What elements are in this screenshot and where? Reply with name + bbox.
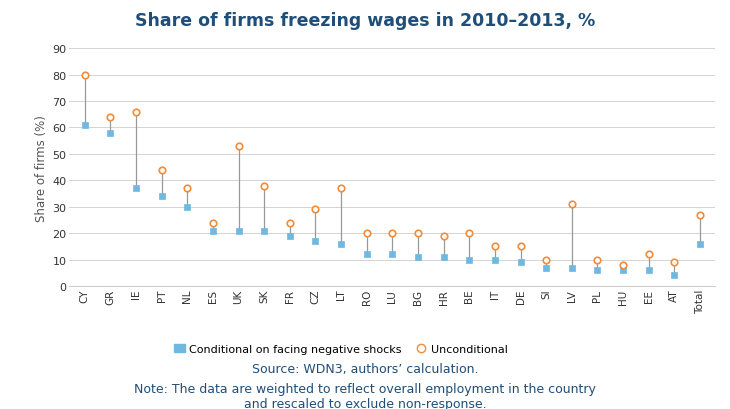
Point [566, 201, 577, 208]
Point [284, 220, 296, 226]
Point [284, 233, 296, 240]
Point [669, 259, 680, 266]
Point [258, 228, 270, 234]
Point [130, 109, 142, 116]
Point [335, 241, 347, 247]
Point [669, 272, 680, 279]
Point [566, 265, 577, 271]
Point [618, 262, 629, 268]
Text: Note: The data are weighted to reflect overall employment in the country
and res: Note: The data are weighted to reflect o… [134, 382, 596, 409]
Point [387, 252, 399, 258]
Point [335, 186, 347, 192]
Point [438, 233, 450, 240]
Point [207, 228, 219, 234]
Text: Source: WDN3, authors’ calculation.: Source: WDN3, authors’ calculation. [252, 362, 478, 375]
Text: Share of firms freezing wages in 2010–2013, %: Share of firms freezing wages in 2010–20… [135, 12, 595, 30]
Point [515, 259, 526, 266]
Point [79, 72, 91, 79]
Point [182, 186, 193, 192]
Point [438, 254, 450, 261]
Point [540, 265, 552, 271]
Point [361, 230, 372, 237]
Point [387, 230, 399, 237]
Point [489, 257, 501, 263]
Point [130, 186, 142, 192]
Point [258, 183, 270, 189]
Y-axis label: Share of firms (%): Share of firms (%) [35, 115, 48, 221]
Point [155, 167, 167, 173]
Point [207, 220, 219, 226]
Point [310, 238, 321, 245]
Point [310, 207, 321, 213]
Legend: Conditional on facing negative shocks, Unconditional: Conditional on facing negative shocks, U… [174, 344, 507, 354]
Point [464, 230, 475, 237]
Point [233, 228, 245, 234]
Point [104, 130, 116, 137]
Point [540, 257, 552, 263]
Point [591, 267, 603, 274]
Point [412, 230, 424, 237]
Point [155, 193, 167, 200]
Point [643, 267, 655, 274]
Point [79, 122, 91, 129]
Point [489, 243, 501, 250]
Point [643, 252, 655, 258]
Point [591, 257, 603, 263]
Point [361, 252, 372, 258]
Point [694, 241, 706, 247]
Point [694, 212, 706, 218]
Point [233, 143, 245, 150]
Point [464, 257, 475, 263]
Point [182, 204, 193, 211]
Point [515, 243, 526, 250]
Point [412, 254, 424, 261]
Point [618, 267, 629, 274]
Point [104, 115, 116, 121]
